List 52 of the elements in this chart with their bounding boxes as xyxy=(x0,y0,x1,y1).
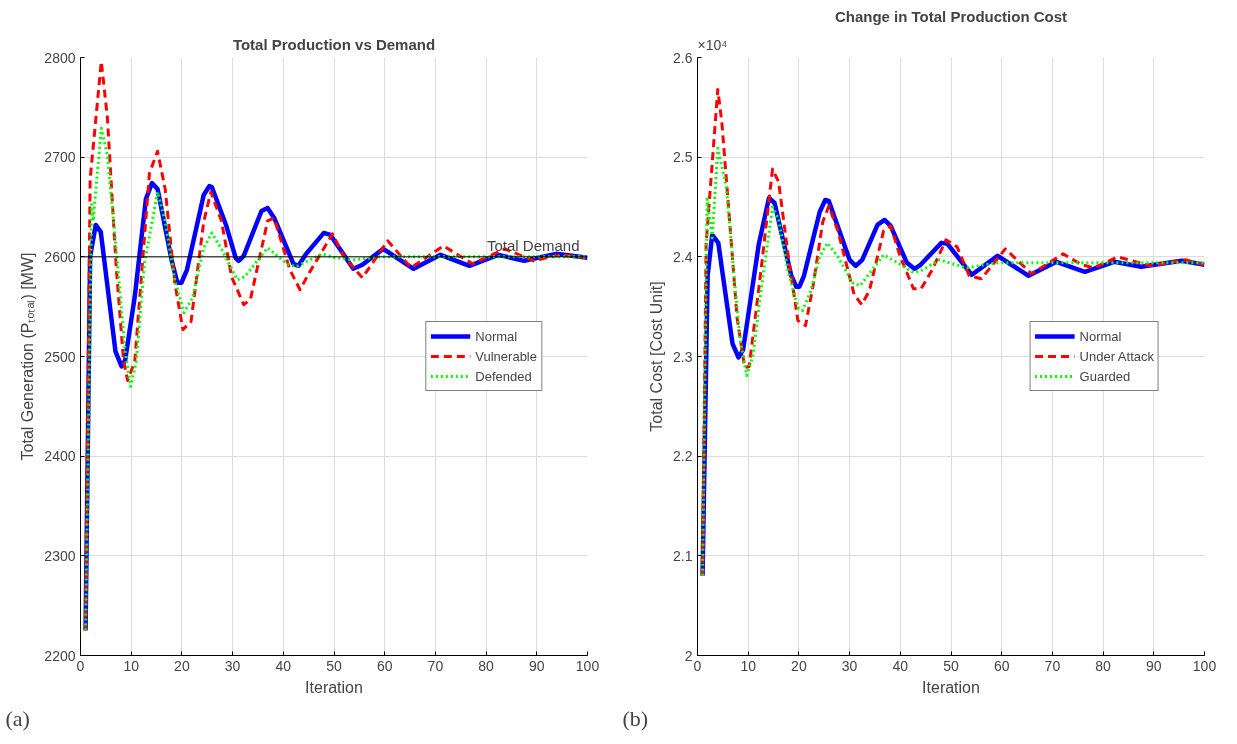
legend-label: Normal xyxy=(475,328,518,344)
ref-line-label: Total Demand xyxy=(486,236,580,254)
x-tick-label: 20 xyxy=(791,657,807,674)
legend-label: Vulnerable xyxy=(475,348,537,364)
y-axis-title: Total Generation (Pₜₒₜₐₗ) [MW] xyxy=(19,252,37,461)
y-tick-label: 2800 xyxy=(44,49,76,66)
x-tick-label: 80 xyxy=(1095,657,1112,674)
x-tick-label: 90 xyxy=(1146,657,1162,674)
x-tick-label: 70 xyxy=(427,657,444,674)
text: (b) xyxy=(622,705,649,731)
x-tick-label: 90 xyxy=(529,657,545,674)
x-tick-label: 0 xyxy=(693,657,702,674)
x-tick-label: 30 xyxy=(224,657,241,674)
y-tick-label: 2500 xyxy=(44,348,76,365)
x-tick-label: 100 xyxy=(1192,657,1217,674)
x-tick-label: 20 xyxy=(174,657,190,674)
x-tick-label: 50 xyxy=(943,657,959,674)
y-tick-label: 2.4 xyxy=(673,248,693,265)
y-tick-label: 2.6 xyxy=(673,49,693,66)
x-axis-title: Iteration xyxy=(922,678,980,696)
text: (a) xyxy=(5,705,30,731)
y-tick-label: 2300 xyxy=(44,547,76,564)
x-tick-label: 50 xyxy=(326,657,342,674)
y-tick-label: 2.3 xyxy=(673,348,693,365)
x-tick-label: 40 xyxy=(892,657,909,674)
x-tick-label: 10 xyxy=(740,657,757,674)
x-axis-title: Iteration xyxy=(305,678,363,696)
x-tick-label: 60 xyxy=(376,657,393,674)
legend-label: Normal xyxy=(1079,328,1122,344)
y-axis-title: Total Cost [Cost Unit] xyxy=(648,281,666,432)
y-tick-label: 2400 xyxy=(44,448,76,465)
x-tick-label: 10 xyxy=(123,657,140,674)
y-tick-label: 2 xyxy=(684,647,693,664)
x-tick-label: 60 xyxy=(993,657,1010,674)
y-tick-label: 2200 xyxy=(44,647,76,664)
y-tick-label: 2.1 xyxy=(673,547,693,564)
y-tick-label: 2.2 xyxy=(673,448,693,465)
chart-title: Total Production vs Demand xyxy=(232,35,436,53)
x-tick-label: 30 xyxy=(841,657,858,674)
legend-label: Under Attack xyxy=(1079,348,1154,364)
x-tick-label: 40 xyxy=(275,657,292,674)
legend-label: Defended xyxy=(475,368,532,384)
x-tick-label: 80 xyxy=(478,657,495,674)
x-tick-label: 100 xyxy=(575,657,600,674)
y-tick-label: 2700 xyxy=(44,149,76,166)
chart-title: Change in Total Production Cost xyxy=(834,7,1068,25)
text: ×10⁴ xyxy=(697,36,728,53)
y-tick-label: 2.5 xyxy=(673,149,693,166)
x-tick-label: 0 xyxy=(76,657,85,674)
x-tick-label: 70 xyxy=(1044,657,1061,674)
legend-label: Guarded xyxy=(1079,368,1131,384)
y-tick-label: 2600 xyxy=(44,248,76,265)
